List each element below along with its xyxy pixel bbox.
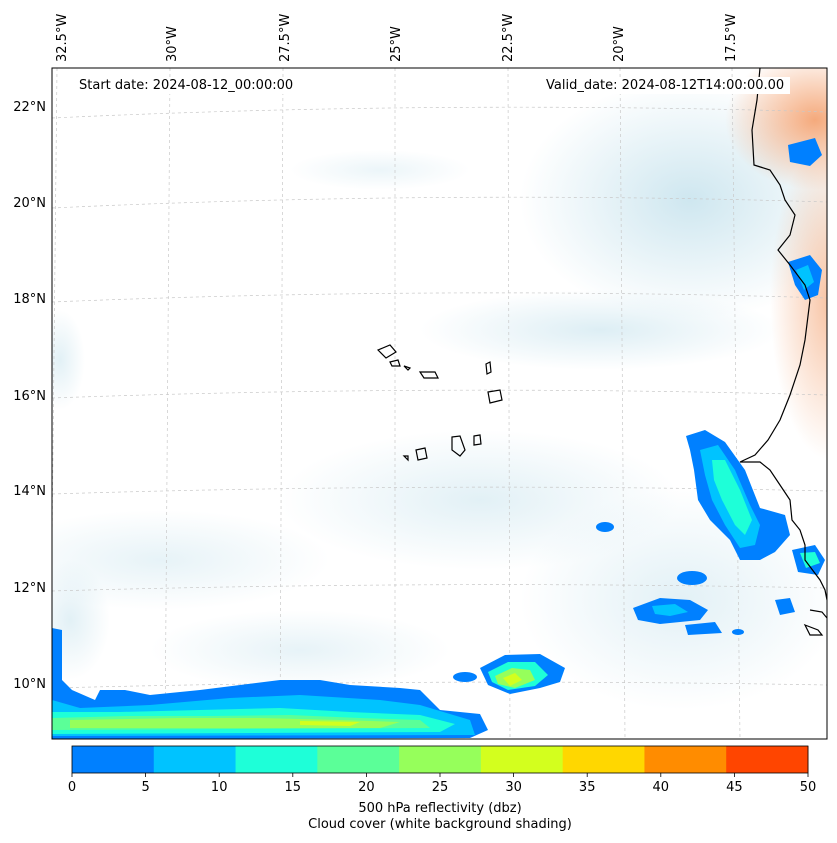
lon-label: 27.5°W xyxy=(278,14,293,62)
lon-label: 32.5°W xyxy=(55,14,70,62)
colorbar-segment xyxy=(644,746,727,773)
colorbar-segment xyxy=(153,746,237,773)
lat-label: 14°N xyxy=(13,484,46,499)
colorbar-tick-label: 0 xyxy=(68,780,76,795)
colorbar-label-line2: Cloud cover (white background shading) xyxy=(308,817,572,832)
colorbar-tick-label: 15 xyxy=(285,780,302,795)
coastline xyxy=(739,68,827,636)
latitude-labels: 22°N 20°N 18°N 16°N 14°N 12°N 10°N xyxy=(13,100,46,692)
map-frame xyxy=(51,67,828,740)
lat-label: 18°N xyxy=(13,292,46,307)
colorbar-tick-label: 35 xyxy=(579,780,596,795)
colorbar-tick-label: 50 xyxy=(800,780,817,795)
colorbar: 0 5 10 15 20 25 30 35 40 45 50 xyxy=(68,745,816,795)
colorbar-tick-label: 20 xyxy=(358,780,375,795)
longitude-labels: 32.5°W 30°W 27.5°W 25°W 22.5°W 20°W 17.5… xyxy=(55,14,739,62)
colorbar-tick-label: 25 xyxy=(432,780,449,795)
colorbar-tick-label: 45 xyxy=(726,780,743,795)
reflectivity-contours xyxy=(52,138,825,739)
lon-label: 25°W xyxy=(389,26,404,62)
start-date-label: Start date: 2024-08-12_00:00:00 xyxy=(73,77,300,94)
colorbar-segment xyxy=(399,746,482,773)
lon-label: 30°W xyxy=(165,26,180,62)
cloud-cover-shading xyxy=(52,80,827,710)
cape-verde-islands xyxy=(376,344,503,462)
colorbar-tick-label: 40 xyxy=(653,780,670,795)
colorbar-segment xyxy=(72,746,155,773)
colorbar-tick-label: 5 xyxy=(141,780,149,795)
lat-label: 10°N xyxy=(13,677,46,692)
colorbar-ticks: 0 5 10 15 20 25 30 35 40 45 50 xyxy=(68,773,816,795)
lat-label: 12°N xyxy=(13,581,46,596)
colorbar-label: 500 hPa reflectivity (dbz) Cloud cover (… xyxy=(0,801,837,833)
lat-label: 22°N xyxy=(13,100,46,115)
lat-label: 20°N xyxy=(13,196,46,211)
colorbar-segment xyxy=(317,746,400,773)
lon-label: 17.5°W xyxy=(724,14,739,62)
colorbar-tick-label: 30 xyxy=(505,780,522,795)
colorbar-label-line1: 500 hPa reflectivity (dbz) xyxy=(358,801,522,816)
colorbar-segment xyxy=(235,746,318,773)
lat-label: 16°N xyxy=(13,389,46,404)
graticule xyxy=(52,68,827,739)
colorbar-segment xyxy=(480,746,564,773)
valid-date-label: Valid_date: 2024-08-12T14:00:00.00 xyxy=(540,77,791,94)
colorbar-segment xyxy=(562,746,645,773)
lon-label: 20°W xyxy=(612,26,627,62)
map-area xyxy=(52,68,827,739)
colorbar-tick-label: 10 xyxy=(211,780,228,795)
colorbar-segment xyxy=(726,746,809,773)
colorbar-segments xyxy=(72,746,809,773)
lon-label: 22.5°W xyxy=(501,14,516,62)
